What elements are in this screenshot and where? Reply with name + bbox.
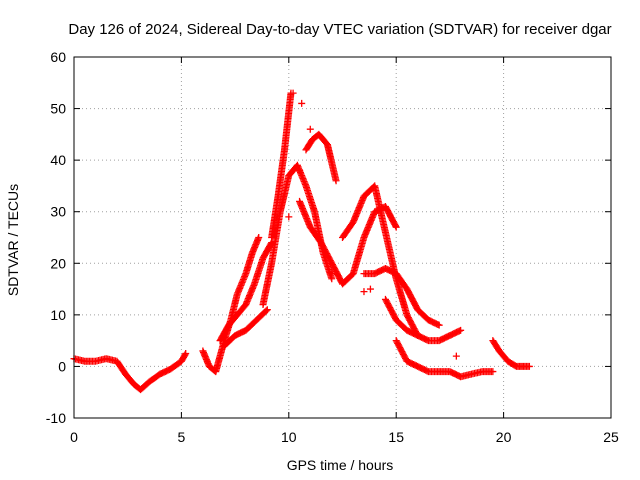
series-arc-2: [199, 234, 263, 376]
series-arc-11: [381, 295, 465, 345]
x-tick-label: 5: [178, 429, 186, 445]
data-point: [298, 99, 306, 107]
data-point: [366, 285, 374, 293]
y-tick-label: 40: [50, 152, 66, 168]
data-point: [262, 307, 270, 315]
data-point: [306, 125, 314, 133]
data-point: [255, 234, 263, 241]
y-tick-label: 0: [58, 358, 66, 374]
ticks-layer: [73, 56, 612, 419]
x-tick-label: 0: [70, 429, 78, 445]
data-point: [328, 270, 336, 278]
chart-title: Day 126 of 2024, Sidereal Day-to-day VTE…: [68, 21, 611, 38]
series-isolated: [285, 89, 460, 360]
data-point: [392, 223, 400, 231]
series-arc-6: [268, 89, 295, 241]
series-arc-1: [70, 350, 190, 394]
plot-frame: [73, 56, 612, 419]
y-tick-label: 10: [50, 307, 66, 323]
series-arc-13: [489, 337, 533, 370]
data-point: [182, 350, 190, 358]
x-tick-label: 20: [496, 429, 512, 445]
data-point: [489, 368, 497, 376]
data-point: [452, 352, 460, 360]
y-tick-label: 30: [50, 204, 66, 220]
data-point: [296, 166, 304, 174]
data-point: [435, 321, 443, 329]
data-point: [391, 222, 399, 230]
marks-layer: [70, 89, 533, 394]
y-tick-label: 60: [50, 49, 66, 65]
series-arc-9: [339, 182, 422, 339]
x-tick-label: 15: [388, 429, 404, 445]
y-tick-label: 50: [50, 101, 66, 117]
x-axis-label: GPS time / hours: [287, 457, 394, 473]
data-point: [285, 213, 293, 221]
y-axis-label: SDTVAR / TECUs: [5, 184, 21, 296]
data-point: [525, 362, 533, 370]
y-tick-label: -10: [46, 410, 66, 426]
data-point: [457, 326, 465, 334]
data-point: [181, 351, 189, 359]
x-tick-label: 25: [603, 429, 619, 445]
x-tick-label: 10: [281, 429, 297, 445]
series-arc-7: [302, 130, 340, 185]
series-arc-12: [392, 337, 497, 381]
data-point: [263, 306, 271, 314]
data-point: [332, 177, 340, 185]
series-arc-3: [216, 239, 276, 345]
y-tick-label: 20: [50, 255, 66, 271]
data-point: [360, 288, 368, 296]
series-arc-4: [220, 306, 271, 350]
data-point: [289, 89, 297, 97]
series-arc-10: [360, 264, 443, 329]
